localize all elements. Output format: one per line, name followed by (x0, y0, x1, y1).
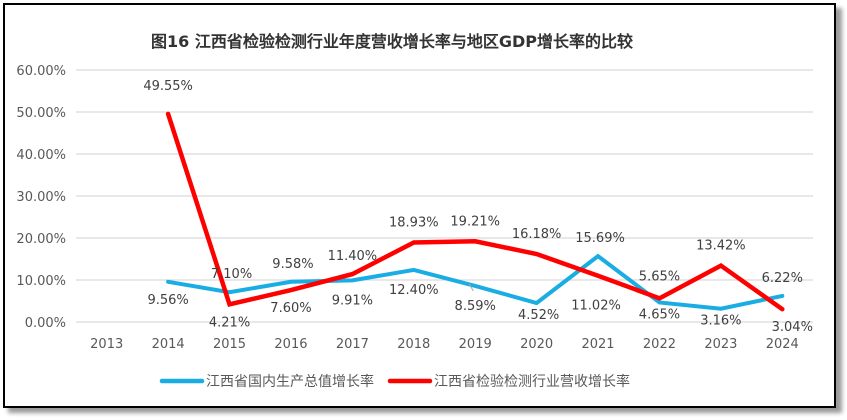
y-tick-label: 50.00% (16, 106, 66, 121)
x-axis-ticks: 2013 2014 2015 2016 2017 2018 2019 2020 2021 2022… (90, 337, 799, 352)
x-tick-label: 2021 (581, 337, 614, 352)
data-label-industry: 11.40% (328, 249, 378, 264)
data-label-gdp: 8.59% (455, 299, 496, 314)
y-tick-label: 40.00% (16, 148, 66, 163)
gridlines (76, 69, 813, 323)
data-label-industry: 4.21% (209, 315, 250, 330)
x-tick-label: 2016 (274, 337, 307, 352)
legend-label-industry: 江西省检验检测行业营收增长率 (434, 373, 630, 390)
data-label-gdp: 4.52% (518, 308, 559, 323)
data-label-industry: 7.60% (270, 301, 311, 316)
leader-line (468, 283, 474, 292)
data-labels: 9.56% 7.10% 9.58% 9.91% 12.40% 8.59% 4.52% 15.6… (143, 79, 813, 335)
data-label-industry: 5.65% (639, 269, 680, 284)
chart-title: 图16 江西省检验检测行业年度营收增长率与地区GDP增长率的比较 (151, 32, 633, 51)
data-label-gdp: 9.91% (332, 293, 373, 308)
legend: 江西省国内生产总值增长率 江西省检验检测行业营收增长率 (159, 373, 630, 390)
y-tick-label: 20.00% (16, 232, 66, 247)
x-tick-label: 2017 (336, 337, 369, 352)
data-label-gdp: 6.22% (762, 271, 803, 286)
y-axis-ticks: 0.00% 10.00% 20.00% 30.00% 40.00% 50.00% 60.00… (16, 64, 66, 331)
data-label-industry: 13.42% (696, 239, 746, 254)
data-label-industry: 19.21% (450, 214, 500, 229)
data-label-gdp: 9.56% (147, 293, 188, 308)
x-tick-label: 2022 (643, 337, 676, 352)
series-lines (165, 111, 785, 312)
data-label-gdp: 7.10% (211, 267, 252, 282)
data-label-gdp: 4.65% (639, 307, 680, 322)
series-line-industry (165, 111, 785, 312)
x-tick-label: 2024 (766, 337, 799, 352)
data-label-gdp: 3.16% (700, 314, 741, 329)
series-line-gdp (166, 253, 785, 311)
x-tick-label: 2013 (90, 337, 123, 352)
data-label-gdp: 15.69% (575, 231, 625, 246)
data-label-gdp: 12.40% (389, 283, 439, 298)
y-tick-label: 10.00% (16, 274, 66, 289)
data-label-industry: 3.04% (772, 320, 813, 335)
data-label-industry: 16.18% (512, 227, 562, 242)
x-tick-label: 2023 (704, 337, 737, 352)
x-tick-label: 2020 (520, 337, 553, 352)
data-label-industry: 49.55% (143, 79, 193, 94)
y-tick-label: 30.00% (16, 190, 66, 205)
y-tick-label: 0.00% (25, 316, 66, 331)
y-tick-label: 60.00% (16, 64, 66, 79)
x-tick-label: 2014 (152, 337, 185, 352)
x-tick-label: 2018 (397, 337, 430, 352)
data-label-industry: 11.02% (571, 299, 621, 314)
data-label-industry: 18.93% (389, 215, 439, 230)
legend-label-gdp: 江西省国内生产总值增长率 (206, 373, 374, 390)
x-tick-label: 2015 (213, 337, 246, 352)
data-label-gdp: 9.58% (272, 257, 313, 272)
x-tick-label: 2019 (459, 337, 492, 352)
